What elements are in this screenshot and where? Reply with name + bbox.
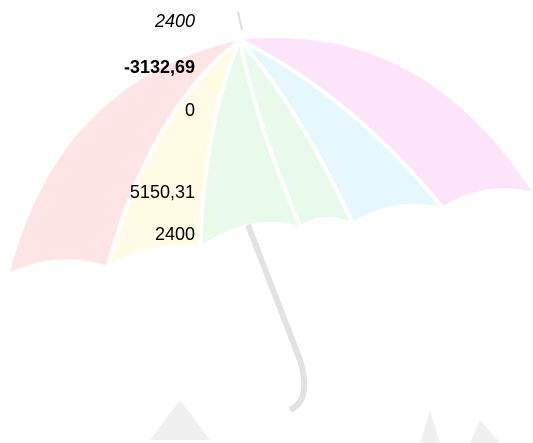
cell: 5150,31 [129, 182, 195, 202]
cell: -3132,69 [123, 57, 195, 77]
cell: 2400 [154, 224, 195, 244]
cell: 0 [184, 100, 195, 120]
cell: 2400 [154, 11, 195, 31]
